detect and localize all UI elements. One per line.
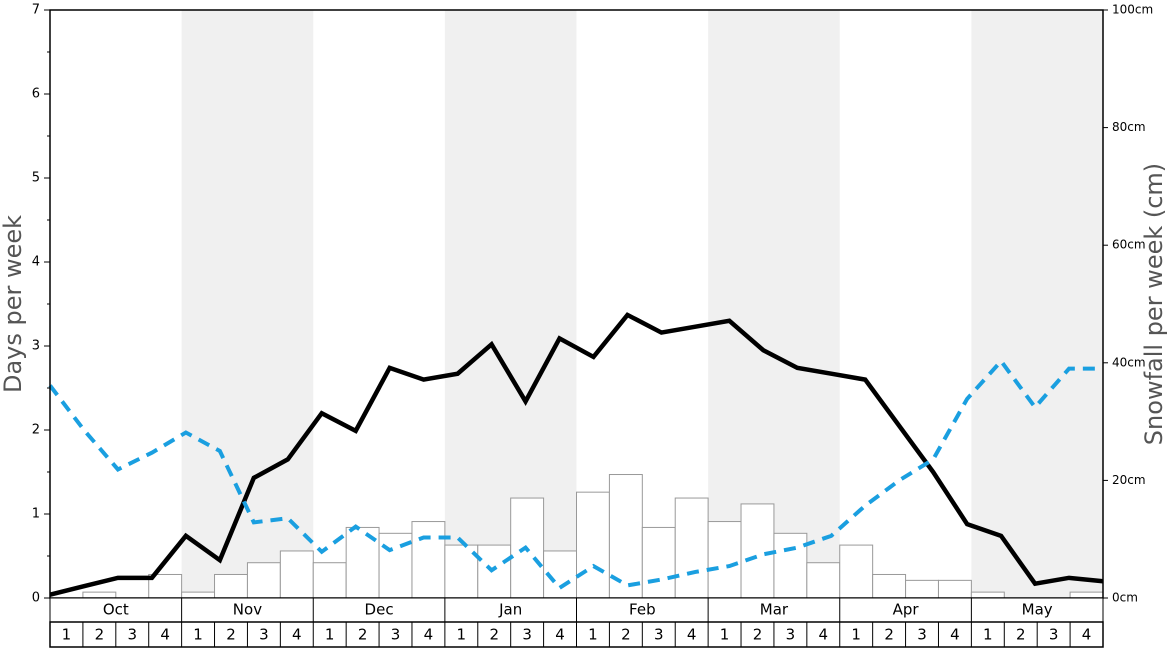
y2-tick-label: 20cm [1112,473,1146,487]
bar [411,521,446,599]
x-tick-label: 3 [917,626,927,644]
y2-tick-label: 40cm [1112,355,1146,369]
bar [839,544,874,599]
x-tick-label: 2 [95,626,105,644]
y2-tick-label: 0cm [1112,591,1138,605]
month-label: Dec [365,601,394,619]
y2-tick-label: 60cm [1112,238,1146,252]
bar [279,550,314,599]
x-tick-label: 3 [127,626,137,644]
y-tick-label: 2 [32,423,40,438]
y2-tick-label: 100cm [1112,3,1153,17]
x-tick-label: 4 [1082,626,1092,644]
x-tick-label: 2 [489,626,499,644]
month-label: Apr [893,601,920,619]
month-label: Nov [233,601,262,619]
bar [970,591,1005,599]
bar [806,562,841,599]
x-tick-label: 3 [259,626,269,644]
x-tick-label: 2 [884,626,894,644]
bar [181,591,216,599]
bar [82,591,117,599]
bar [740,503,775,599]
x-tick-label: 1 [983,626,993,644]
x-tick-label: 4 [555,626,565,644]
x-tick-label: 4 [950,626,960,644]
bar [872,573,907,599]
month-label: Feb [629,601,656,619]
x-tick-label: 4 [292,626,302,644]
y2-axis-label: Snowfall per week (cm) [1140,163,1168,445]
y-tick-label: 4 [32,255,40,270]
bar [1069,591,1104,599]
x-tick-label: 4 [160,626,170,644]
x-tick-label: 2 [1016,626,1026,644]
x-tick-label: 1 [588,626,598,644]
x-tick-label: 1 [193,626,203,644]
x-tick-label: 2 [358,626,368,644]
x-tick-label: 3 [654,626,664,644]
bar [773,532,808,599]
month-shade [708,10,840,598]
month-label: Oct [103,601,129,619]
x-tick-label: 3 [1049,626,1059,644]
x-tick-label: 4 [687,626,697,644]
bar [905,579,939,599]
x-tick-label: 3 [391,626,401,644]
x-tick-label: 4 [424,626,434,644]
month-label: Jan [498,601,522,619]
x-tick-label: 3 [786,626,796,644]
y-tick-label: 5 [32,171,40,186]
bar [312,562,347,599]
month-label: May [1022,601,1053,619]
x-tick-label: 1 [325,626,335,644]
x-tick-label: 1 [720,626,730,644]
y2-tick-label: 80cm [1112,120,1146,134]
y-tick-label: 3 [32,339,40,354]
month-shade [181,10,314,598]
y-tick-label: 6 [32,87,40,102]
bar [214,573,248,599]
x-tick-label: 1 [62,626,72,644]
x-tick-label: 2 [621,626,631,644]
month-label: Mar [760,601,789,619]
x-tick-label: 1 [457,626,467,644]
bar [641,526,676,599]
bar [937,579,972,599]
x-tick-label: 2 [226,626,236,644]
bar [246,562,281,599]
bar [576,491,610,599]
y-axis-label: Days per week [0,215,27,393]
x-tick-label: 4 [819,626,829,644]
line [48,357,1103,591]
bar [477,544,512,599]
y-tick-label: 1 [32,507,40,522]
bar [707,521,742,599]
y-tick-label: 0 [32,591,40,606]
y-tick-label: 7 [32,3,40,18]
x-tick-label: 1 [851,626,861,644]
x-tick-label: 3 [522,626,532,644]
month-shade [971,10,1103,598]
bar [674,497,709,599]
x-tick-label: 2 [753,626,763,644]
